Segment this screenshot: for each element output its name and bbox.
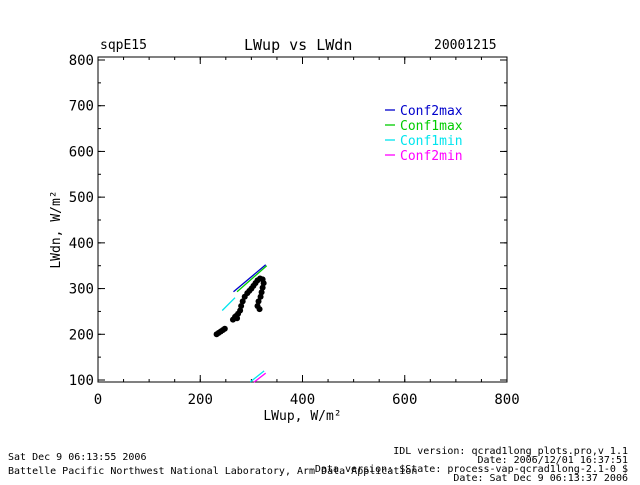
x-tick-label: 800 (494, 392, 519, 408)
site-label: sqpE15 (100, 38, 147, 53)
series-line-segment (221, 297, 236, 311)
axes: 0 200 400 600 800 100 200 300 400 500 600 700 800 LWu… (49, 53, 520, 424)
legend-label: Conf2max (400, 104, 463, 119)
data-point (237, 307, 244, 314)
footer-data-version: Data version: $State: process-vap-qcrad1… (314, 464, 628, 475)
legend-label: Conf1min (400, 134, 463, 149)
footer-timestamp: Sat Dec 9 06:13:55 2006 (8, 452, 147, 463)
data-point (255, 298, 262, 305)
y-tick-label: 800 (69, 53, 94, 69)
y-tick-label: 100 (69, 373, 94, 389)
x-tick-label: 400 (290, 392, 315, 408)
series-line-segment (233, 264, 267, 293)
data-point (229, 316, 236, 323)
footer-institution: Battelle Pacific Northwest National Labo… (8, 466, 418, 477)
data-point (258, 289, 265, 296)
footer-data-date: Date: Sat Dec 9 06:13:37 2006 (453, 473, 628, 484)
x-tick-label: 0 (94, 392, 102, 408)
y-tick-label: 200 (69, 327, 94, 343)
series-conf2max (233, 264, 267, 293)
data-point (260, 280, 267, 287)
legend-label: Conf2min (400, 149, 463, 164)
data-point (257, 293, 264, 300)
data-point (221, 325, 228, 332)
data-point (238, 302, 245, 309)
y-tick-label: 600 (69, 144, 94, 160)
y-tick-label: 300 (69, 282, 94, 298)
data-point (239, 298, 246, 305)
x-tick-label: 600 (392, 392, 417, 408)
series-line-segment (249, 370, 265, 383)
x-tick-label: 200 (188, 392, 213, 408)
series-line-segment (236, 265, 268, 293)
series-data-points (213, 275, 267, 338)
data-point (256, 306, 263, 313)
series-conf2min (253, 372, 267, 383)
y-tick-label: 700 (69, 99, 94, 115)
date-label: 20001215 (434, 38, 497, 53)
y-tick-label: 500 (69, 190, 94, 206)
series-line-segment (253, 372, 267, 383)
y-axis-label: LWdn, W/m² (49, 190, 64, 268)
legend-label: Conf1max (400, 119, 463, 134)
y-tick-label: 400 (69, 236, 94, 252)
data-point (259, 284, 266, 291)
footer-idl-date: Date: 2006/12/01 16:37:51 (477, 455, 628, 466)
x-axis-label: LWup, W/m² (263, 409, 341, 424)
chart-title: LWup vs LWdn (244, 36, 353, 54)
footer-idl-version: IDL version: qcrad1long_plots.pro,v 1.1 (393, 446, 628, 457)
series-conf1max (236, 265, 268, 293)
series-conf1min (221, 297, 265, 383)
